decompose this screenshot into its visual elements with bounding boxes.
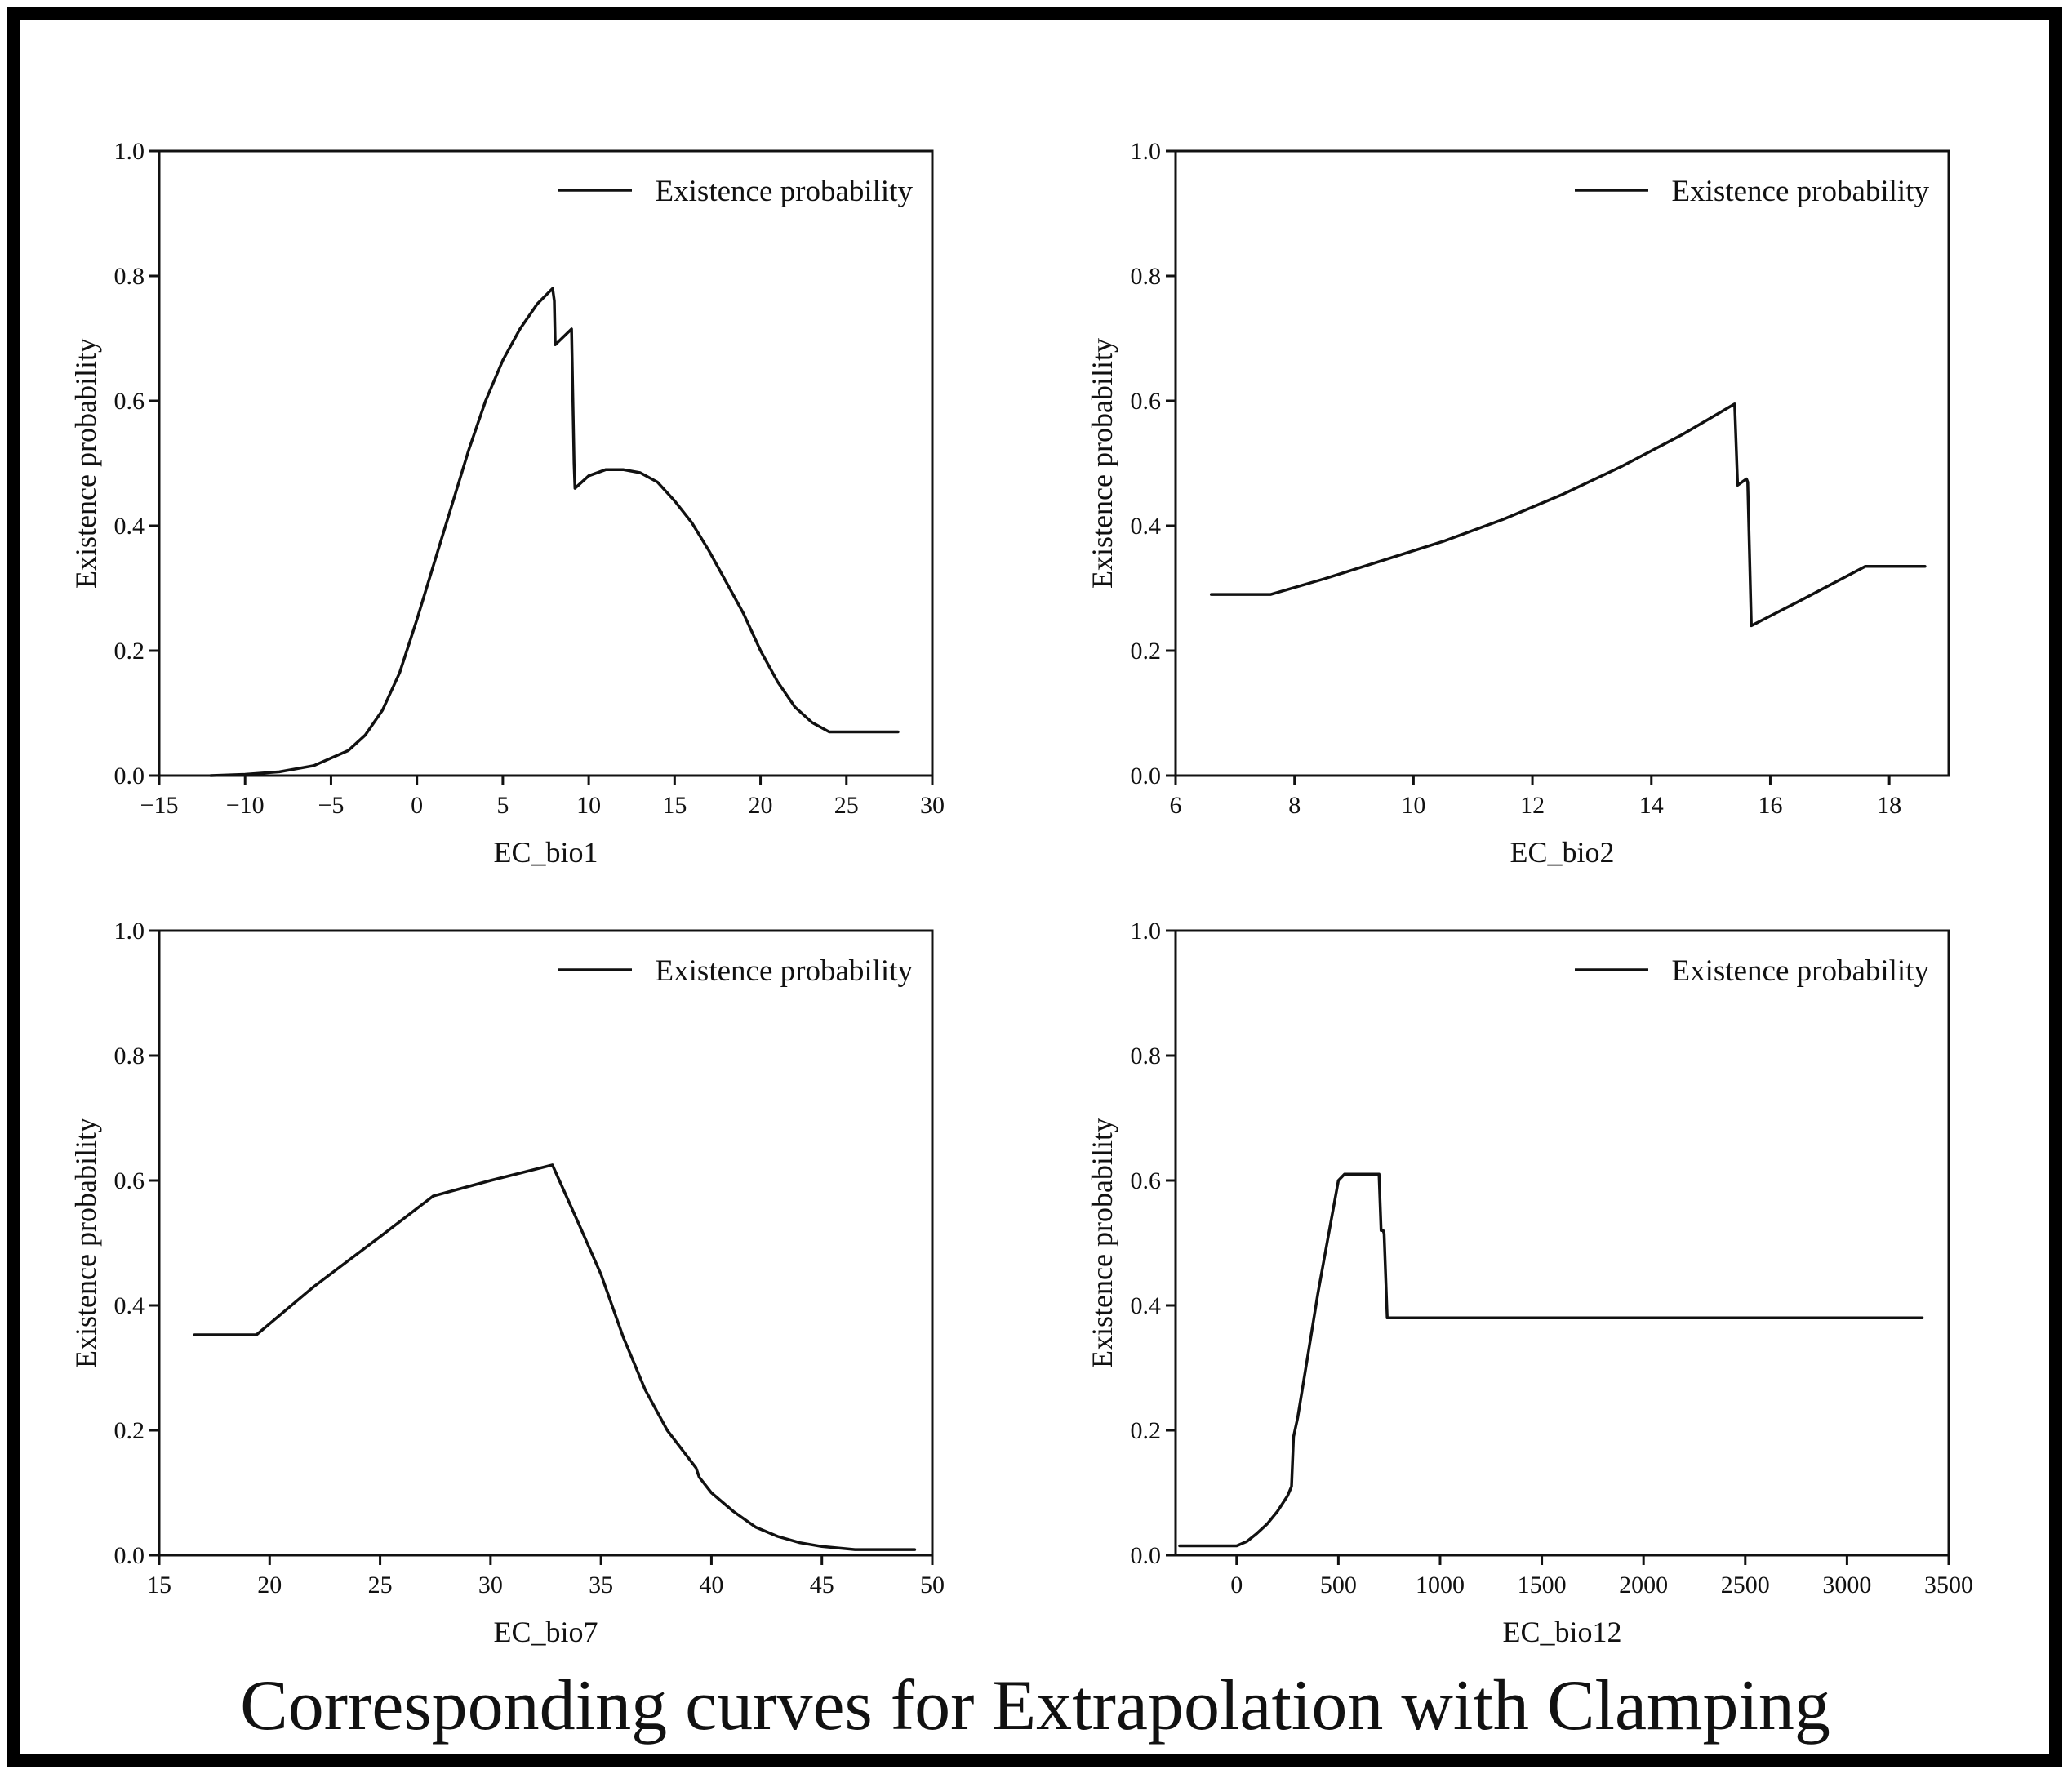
x-tick-label: 0: [411, 792, 423, 819]
x-tick-label: 2500: [1721, 1572, 1770, 1598]
x-tick-label: 25: [368, 1572, 393, 1598]
y-tick-label: 0.2: [114, 638, 145, 665]
x-tick-label: 20: [749, 792, 773, 819]
y-axis-label: Existence probability: [69, 1118, 102, 1368]
plot-frame: [1174, 149, 1950, 777]
plot-frame: [158, 929, 934, 1557]
legend-label: Existence probability: [1672, 954, 1930, 988]
y-axis-label: Existence probability: [1086, 338, 1118, 589]
series-line-bio12: [1178, 1172, 1924, 1548]
x-tick-label: −5: [318, 792, 344, 819]
x-axis-label: EC_bio1: [493, 836, 598, 869]
x-tick-label: 20: [257, 1572, 282, 1598]
x-tick-label: 35: [589, 1572, 613, 1598]
y-tick-label: 0.6: [114, 388, 145, 415]
x-tick-label: 3000: [1822, 1572, 1871, 1598]
y-tick-label: 0.0: [1131, 1542, 1162, 1569]
y-tick-label: 1.0: [1131, 138, 1162, 165]
y-tick-label: 0.2: [1131, 1417, 1162, 1444]
x-tick-label: 500: [1320, 1572, 1357, 1598]
x-tick-label: 30: [920, 792, 945, 819]
x-tick-label: 3500: [1924, 1572, 1973, 1598]
y-tick-label: 0.0: [114, 1542, 145, 1569]
y-tick-label: 0.8: [1131, 1043, 1162, 1069]
x-tick-label: 0: [1230, 1572, 1243, 1598]
x-tick-label: 10: [576, 792, 601, 819]
x-tick-label: 12: [1520, 792, 1545, 819]
y-tick-label: 0.8: [114, 263, 145, 290]
x-tick-label: 14: [1639, 792, 1664, 819]
y-tick-label: 1.0: [114, 138, 145, 165]
y-tick-label: 0.4: [114, 1292, 145, 1319]
x-tick-label: 8: [1288, 792, 1301, 819]
y-tick-label: 0.2: [114, 1417, 145, 1444]
x-tick-label: 10: [1401, 792, 1425, 819]
panel-bio12: 0 500 1000 1500 2000 2500 3000 3500 0.0 0.2 0.4 0.6…: [1086, 918, 1973, 1648]
legend-label: Existence probability: [656, 175, 914, 208]
y-tick-label: 0.6: [114, 1167, 145, 1194]
x-tick-label: 45: [810, 1572, 834, 1598]
x-tick-label: 30: [478, 1572, 503, 1598]
figure-title: Corresponding curves for Extrapolation w…: [240, 1666, 1830, 1745]
outer-border: [7, 7, 2062, 1767]
y-tick-label: 0.0: [114, 763, 145, 789]
y-axis-label: Existence probability: [1086, 1118, 1118, 1368]
series-line-bio7: [193, 1163, 917, 1551]
y-tick-label: 0.4: [114, 513, 145, 540]
y-tick-label: 0.8: [1131, 263, 1162, 290]
panel-bio2: 6 8 10 12 14 16 18 0.0 0.2 0.4 0.6 0.8 1.0 EC_bio2 Exi…: [1086, 138, 1950, 869]
y-tick-label: 1.0: [114, 918, 145, 945]
x-tick-label: 18: [1877, 792, 1901, 819]
x-tick-label: 6: [1170, 792, 1182, 819]
x-tick-label: 1000: [1416, 1572, 1465, 1598]
x-tick-label: 40: [699, 1572, 723, 1598]
panel-bio1: −15 −10 −5 0 5 10 15 20 25 30 0.0 0.2 0.4 0.6 0.8 1.0 EC…: [69, 138, 945, 869]
x-tick-label: 15: [147, 1572, 171, 1598]
legend-label: Existence probability: [1672, 175, 1930, 208]
y-tick-label: 0.6: [1131, 388, 1162, 415]
x-tick-label: 16: [1758, 792, 1782, 819]
y-tick-label: 0.0: [1131, 763, 1162, 789]
x-tick-label: 5: [496, 792, 509, 819]
x-axis-label: EC_bio2: [1510, 836, 1614, 869]
x-tick-label: −10: [226, 792, 265, 819]
x-tick-label: 2000: [1619, 1572, 1668, 1598]
y-tick-label: 0.2: [1131, 638, 1162, 665]
x-tick-label: −15: [140, 792, 179, 819]
panel-bio7: 15 20 25 30 35 40 45 50 0.0 0.2 0.4 0.6 0.8 1.0 EC_bio…: [69, 918, 945, 1648]
y-tick-label: 0.6: [1131, 1167, 1162, 1194]
legend-label: Existence probability: [656, 954, 914, 988]
series-line-bio1: [209, 287, 900, 777]
x-tick-label: 25: [834, 792, 859, 819]
y-tick-label: 0.8: [114, 1043, 145, 1069]
y-tick-label: 0.4: [1131, 513, 1162, 540]
series-line-bio2: [1209, 402, 1927, 628]
plot-frame: [1174, 929, 1950, 1557]
x-tick-label: 1500: [1518, 1572, 1567, 1598]
plot-frame: [158, 149, 934, 777]
y-tick-label: 1.0: [1131, 918, 1162, 945]
x-tick-label: 50: [920, 1572, 945, 1598]
x-axis-label: EC_bio12: [1502, 1616, 1621, 1648]
x-tick-label: 15: [662, 792, 687, 819]
x-axis-label: EC_bio7: [493, 1616, 598, 1648]
y-tick-label: 0.4: [1131, 1292, 1162, 1319]
y-axis-label: Existence probability: [69, 338, 102, 589]
